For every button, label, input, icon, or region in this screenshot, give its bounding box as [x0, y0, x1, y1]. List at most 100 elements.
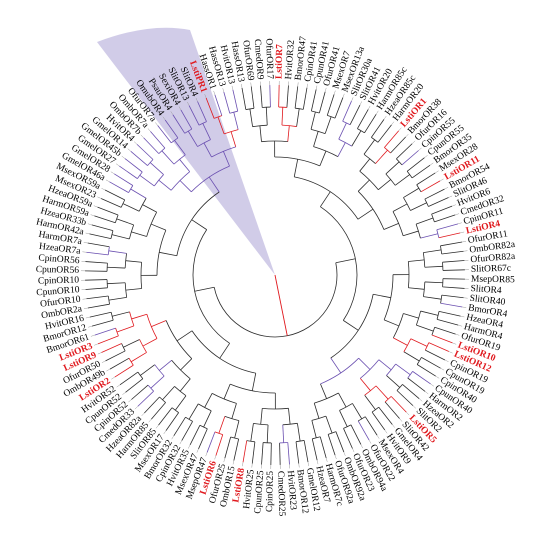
branch-segment	[386, 375, 401, 388]
branch-segment	[324, 116, 332, 134]
branch-segment	[390, 136, 406, 154]
branch-segment	[159, 359, 172, 371]
branch-segment	[109, 181, 129, 193]
branch-arc	[436, 229, 440, 238]
branch-segment	[375, 149, 388, 164]
branch-segment	[101, 360, 106, 363]
branch-arc	[357, 191, 385, 230]
branch-arc	[359, 170, 379, 190]
branch-segment	[87, 242, 110, 248]
branch-segment	[266, 424, 269, 443]
branch-segment	[259, 125, 262, 142]
branch-segment	[131, 313, 147, 320]
branch-segment	[383, 115, 387, 120]
branch-arc	[416, 357, 422, 365]
branch-segment	[335, 431, 345, 453]
branch-arc	[440, 245, 443, 255]
branch-segment	[214, 455, 217, 460]
branch-segment	[455, 333, 460, 336]
branch-arc	[185, 416, 193, 422]
branch-segment	[197, 101, 207, 122]
branch-arc	[110, 230, 114, 239]
branch-segment	[188, 444, 191, 449]
branch-segment	[130, 352, 147, 363]
branch-arc	[282, 422, 298, 426]
branch-segment	[287, 125, 290, 142]
branch-segment	[217, 116, 225, 135]
branch-arc	[310, 129, 326, 135]
branch-segment	[403, 313, 419, 319]
branch-segment	[373, 293, 391, 299]
branch-segment	[405, 133, 409, 138]
branch-segment	[231, 85, 234, 90]
branch-segment	[131, 384, 149, 400]
branch-segment	[101, 343, 122, 353]
branch-arc	[229, 383, 276, 394]
branch-segment	[203, 410, 212, 428]
branch-segment	[434, 326, 456, 335]
branch-arc	[147, 159, 154, 166]
branch-segment	[179, 159, 191, 172]
branch-segment	[396, 143, 413, 160]
branch-arc	[403, 197, 411, 211]
branch-segment	[136, 144, 154, 160]
branch-segment	[306, 83, 308, 88]
branch-segment	[219, 343, 230, 359]
branch-segment	[174, 140, 186, 156]
branch-segment	[385, 161, 400, 175]
branch-arc	[245, 107, 255, 110]
branch-segment	[392, 203, 408, 212]
tip-label: CpunOR56	[36, 265, 80, 276]
branch-segment	[384, 130, 400, 148]
branch-segment	[351, 97, 354, 102]
branch-arc	[171, 407, 179, 413]
branch-arc	[173, 154, 186, 165]
branch-arc	[192, 229, 230, 344]
tip-label: CpunOR25	[253, 470, 266, 514]
branch-arc	[357, 128, 365, 134]
branch-segment	[111, 376, 115, 380]
branch-segment	[250, 423, 254, 442]
branch-segment	[435, 375, 440, 379]
branch-segment	[442, 260, 465, 263]
branch-segment	[205, 452, 208, 457]
branch-segment	[139, 174, 155, 187]
branch-segment	[391, 121, 395, 126]
branch-segment	[294, 86, 299, 109]
branch-segment	[90, 334, 95, 337]
branch-segment	[151, 320, 167, 327]
branch-segment	[431, 205, 453, 215]
tip-label: OfurOR10	[39, 294, 81, 310]
branch-segment	[371, 119, 385, 138]
branch-segment	[162, 386, 175, 401]
branch-segment	[334, 97, 344, 119]
branch-segment	[342, 93, 345, 98]
branch-segment	[206, 431, 216, 453]
branch-segment	[438, 232, 461, 239]
branch-segment	[204, 94, 207, 99]
branch-segment	[390, 396, 407, 413]
branch-segment	[157, 125, 172, 144]
branch-segment	[174, 395, 187, 411]
branch-segment	[260, 408, 263, 425]
branch-segment	[149, 162, 164, 175]
branch-segment	[94, 215, 116, 224]
branch-segment	[100, 198, 122, 208]
branch-segment	[111, 234, 130, 240]
branch-arc	[371, 137, 379, 143]
branch-segment	[420, 180, 441, 193]
branch-segment	[462, 306, 467, 308]
tip-label: CpunOR10	[36, 285, 80, 298]
branch-segment	[187, 130, 198, 147]
branch-segment	[223, 91, 231, 114]
branch-segment	[319, 150, 327, 167]
branch-segment	[104, 189, 125, 201]
branch-segment	[86, 251, 109, 256]
branch-segment	[430, 383, 435, 387]
branch-segment	[143, 137, 160, 154]
branch-segment	[313, 131, 319, 147]
branch-segment	[411, 164, 431, 179]
branch-segment	[97, 335, 119, 345]
branch-arc	[159, 396, 166, 403]
